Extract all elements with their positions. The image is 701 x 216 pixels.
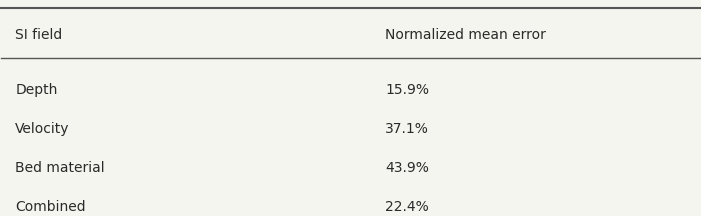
Text: 43.9%: 43.9% xyxy=(386,160,429,175)
Text: Velocity: Velocity xyxy=(15,122,70,136)
Text: 37.1%: 37.1% xyxy=(386,122,429,136)
Text: Normalized mean error: Normalized mean error xyxy=(386,28,546,42)
Text: Depth: Depth xyxy=(15,83,57,97)
Text: Bed material: Bed material xyxy=(15,160,105,175)
Text: 22.4%: 22.4% xyxy=(386,200,429,213)
Text: SI field: SI field xyxy=(15,28,62,42)
Text: 15.9%: 15.9% xyxy=(386,83,430,97)
Text: Combined: Combined xyxy=(15,200,86,213)
